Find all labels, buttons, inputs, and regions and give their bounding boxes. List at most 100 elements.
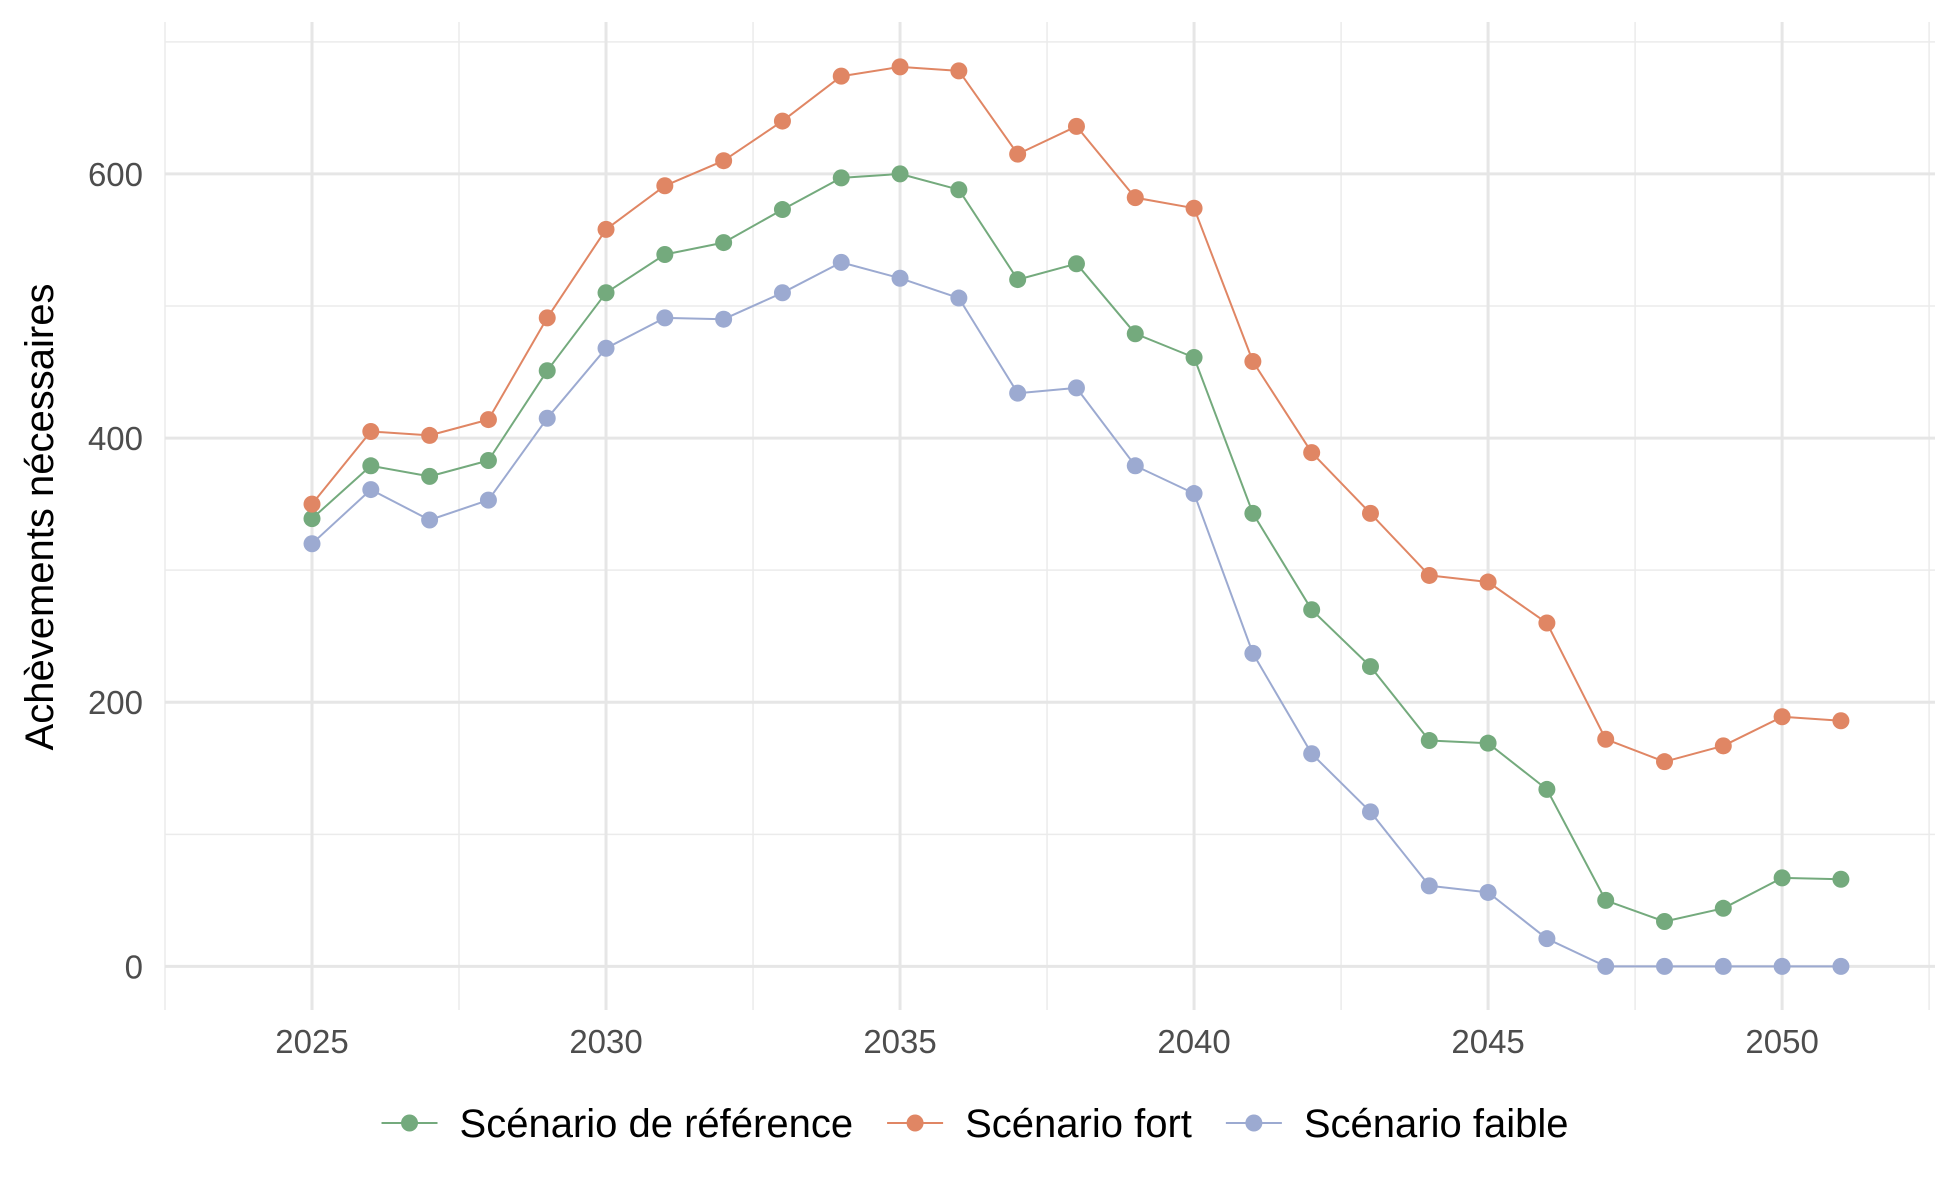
y-axis-title: Achèvements nécessaires [18, 284, 62, 751]
series-2 [303, 58, 1850, 771]
legend-item: Scénario faible [1225, 1102, 1569, 1146]
data-point [479, 452, 497, 470]
data-point [1832, 712, 1850, 730]
data-point [832, 67, 850, 85]
legend-label: Scénario fort [965, 1102, 1192, 1146]
legend-key-point [401, 1114, 419, 1132]
data-point [1714, 957, 1732, 975]
x-tick-label: 2030 [569, 1023, 642, 1060]
data-point [1244, 644, 1262, 662]
data-point [656, 177, 674, 195]
legend-item: Scénario fort [887, 1102, 1192, 1146]
series-3 [303, 253, 1850, 975]
data-point [891, 58, 909, 76]
data-point [479, 411, 497, 429]
legend-key-point [1245, 1114, 1263, 1132]
legend-label: Scénario de référence [460, 1102, 854, 1146]
data-point [891, 165, 909, 183]
x-tick-label: 2050 [1745, 1023, 1818, 1060]
legend-key-point [906, 1114, 924, 1132]
data-point [950, 289, 968, 307]
legend-item: Scénario de référence [381, 1102, 854, 1146]
data-point [303, 510, 321, 528]
data-point [362, 422, 380, 440]
data-point [421, 426, 439, 444]
data-point [1656, 913, 1674, 931]
data-point [1420, 566, 1438, 584]
data-point [1126, 457, 1144, 475]
data-point [1538, 930, 1556, 948]
data-point [1303, 444, 1321, 462]
data-point [421, 467, 439, 485]
data-point [597, 284, 615, 302]
x-tick-label: 2035 [863, 1023, 936, 1060]
data-point [832, 169, 850, 187]
data-point [1009, 145, 1027, 163]
data-point [1597, 957, 1615, 975]
data-point [1773, 869, 1791, 887]
x-tick-label: 2040 [1157, 1023, 1230, 1060]
data-point [1303, 601, 1321, 619]
major-gridlines [165, 22, 1935, 1010]
data-point [1773, 957, 1791, 975]
data-point [1361, 658, 1379, 676]
data-point [1420, 877, 1438, 895]
data-point [1714, 899, 1732, 917]
data-point [1185, 348, 1203, 366]
data-point [1597, 730, 1615, 748]
data-point [1185, 199, 1203, 217]
data-point [950, 62, 968, 80]
data-point [832, 253, 850, 271]
data-point [538, 309, 556, 327]
data-point [1656, 957, 1674, 975]
data-point [538, 362, 556, 380]
data-point [1244, 352, 1262, 370]
data-point [303, 535, 321, 553]
data-point [1479, 734, 1497, 752]
data-point [773, 112, 791, 130]
series-1 [303, 165, 1850, 931]
series-layer [303, 58, 1850, 975]
y-tick-label: 600 [88, 156, 143, 193]
data-point [715, 310, 733, 328]
data-point [891, 269, 909, 287]
data-point [538, 409, 556, 427]
data-point [362, 457, 380, 475]
data-point [1126, 325, 1144, 343]
data-point [1597, 891, 1615, 909]
data-point [1303, 745, 1321, 763]
data-point [1009, 384, 1027, 402]
y-tick-label: 0 [125, 948, 143, 985]
y-tick-label: 200 [88, 684, 143, 721]
data-point [1420, 732, 1438, 750]
data-point [597, 220, 615, 238]
data-point [1009, 271, 1027, 289]
data-point [1714, 737, 1732, 755]
data-point [1479, 883, 1497, 901]
data-point [1832, 957, 1850, 975]
data-point [1067, 379, 1085, 397]
data-point [1538, 614, 1556, 632]
y-tick-label: 400 [88, 420, 143, 457]
x-tick-label: 2025 [275, 1023, 348, 1060]
data-point [715, 234, 733, 252]
data-point [656, 245, 674, 263]
data-point [1538, 780, 1556, 798]
minor-gridlines [164, 22, 1935, 1010]
data-point [773, 284, 791, 302]
data-point [1656, 753, 1674, 771]
data-point [715, 152, 733, 170]
x-axis-tick-labels: 2025 2030 2035 2040 2045 2050 [275, 1023, 1819, 1060]
data-point [1126, 189, 1144, 207]
y-axis-tick-labels: 0 200 400 600 [88, 156, 143, 986]
legend-label: Scénario faible [1304, 1102, 1569, 1146]
data-point [597, 339, 615, 357]
data-point [950, 181, 968, 199]
legend: Scénario de référence Scénario fort Scénar… [381, 1102, 1569, 1146]
data-point [1832, 870, 1850, 888]
data-point [362, 481, 380, 499]
data-point [1067, 117, 1085, 135]
data-point [1773, 708, 1791, 726]
data-point [479, 491, 497, 509]
